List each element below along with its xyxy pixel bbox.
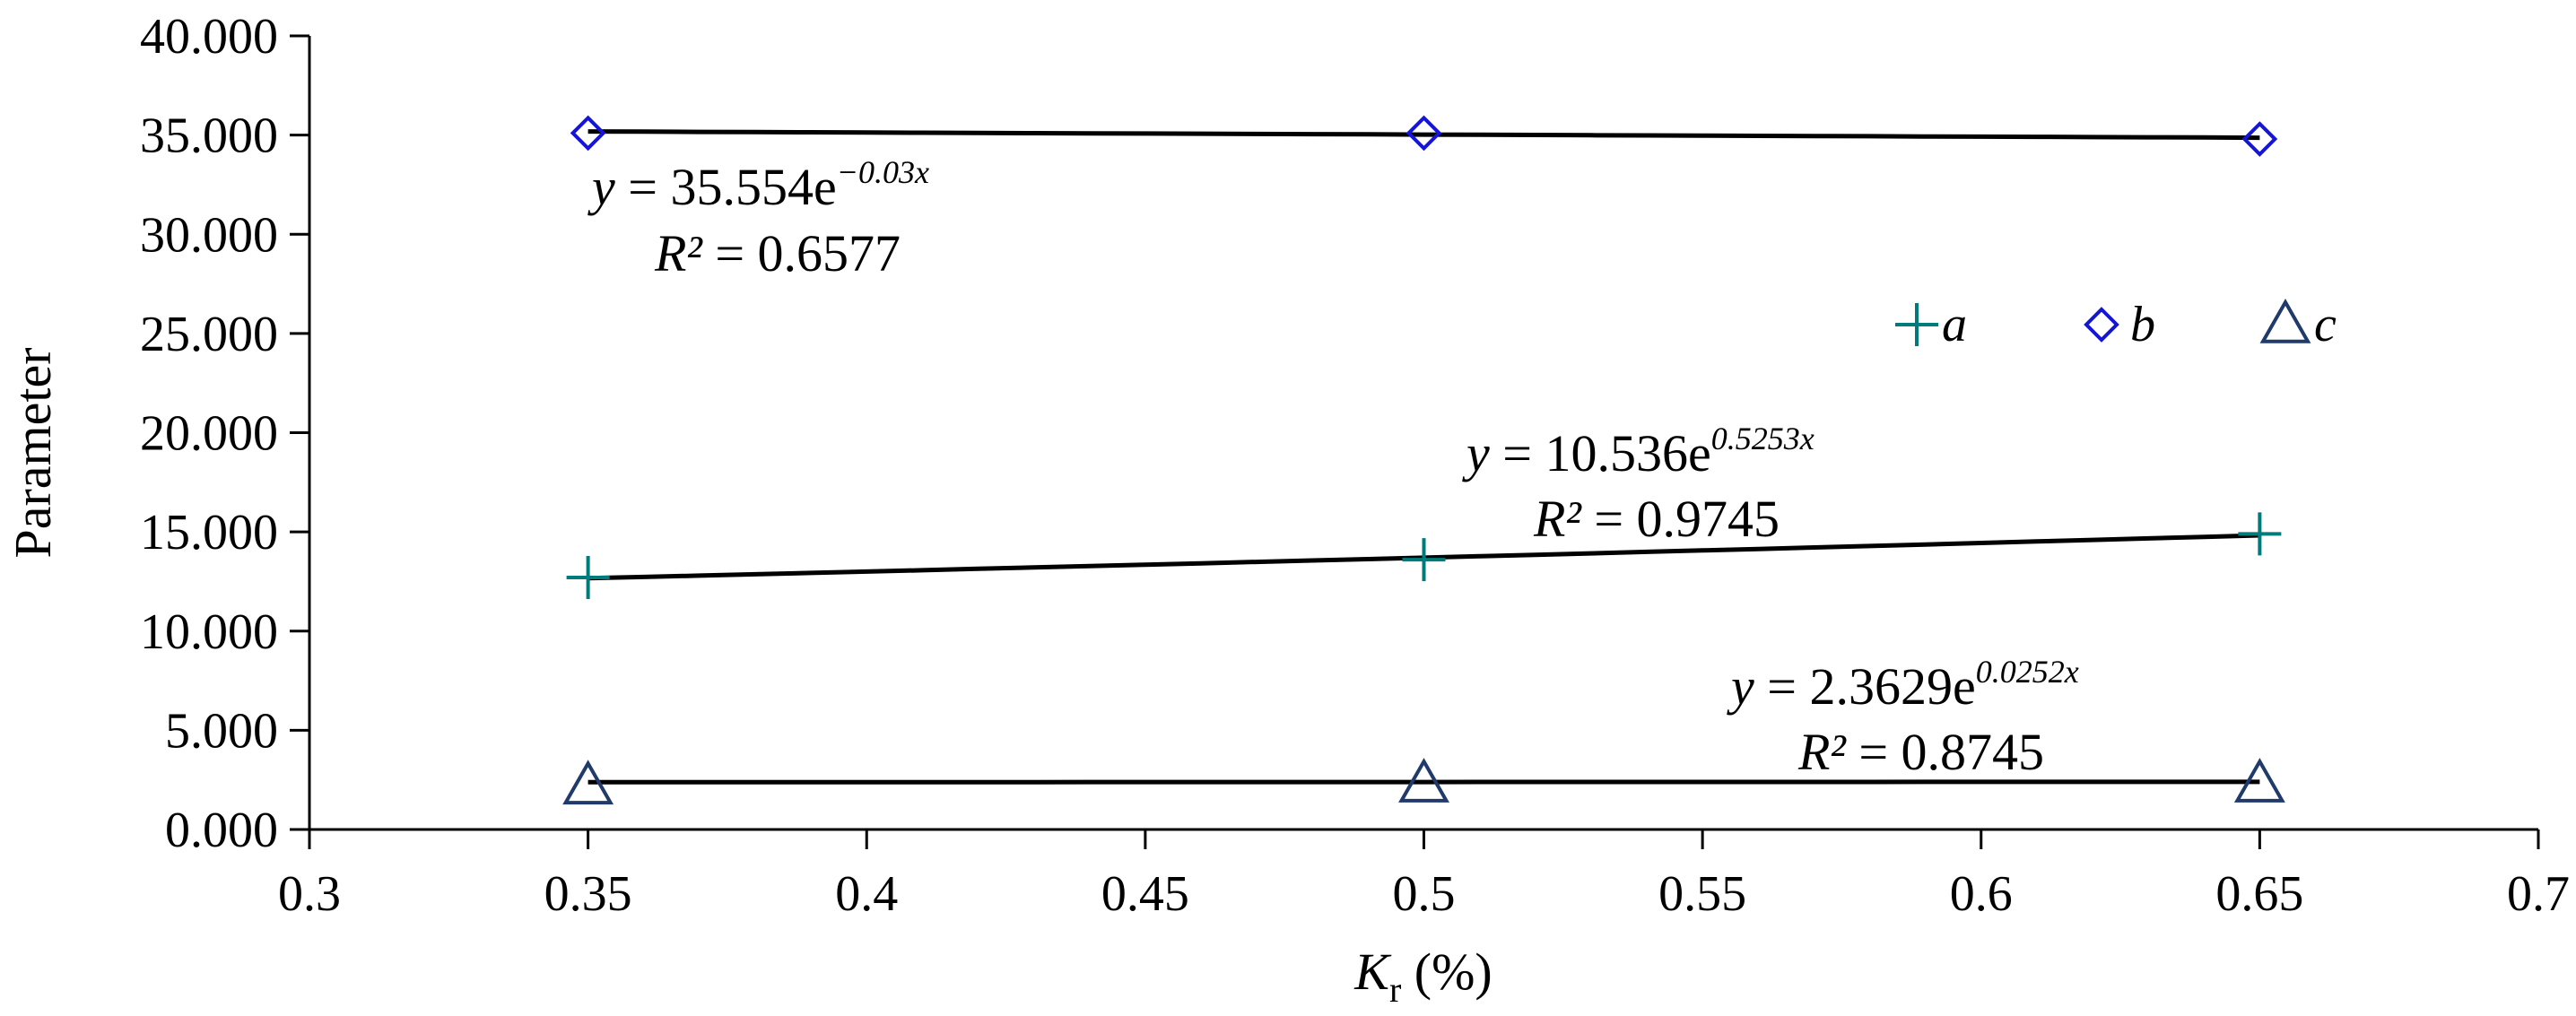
legend-item-c: c [2259, 297, 2337, 352]
equation-b-line1: y = 35.554e−0.03x [587, 154, 929, 216]
legend-label-c: c [2314, 297, 2337, 352]
equation-c-r2: = 0.8745 [1846, 723, 2044, 781]
x-axis-title: Kr (%) [1353, 942, 1492, 1010]
x-tick-label: 0.65 [2215, 866, 2303, 922]
equation-b-body: = 35.554e [615, 158, 837, 216]
point-b-2 [2241, 121, 2278, 157]
legend: a b c [1895, 297, 2337, 352]
legend-label-b: b [2130, 297, 2155, 352]
legend-marker-a [1895, 303, 1938, 346]
equation-b-r2: = 0.6577 [702, 224, 901, 282]
y-tick-label: 30.000 [140, 207, 278, 263]
y-tick-label: 25.000 [140, 307, 278, 362]
equation-a-r2-label: R² [1533, 490, 1582, 548]
x-tick-label: 0.35 [544, 866, 632, 922]
point-c-0 [562, 760, 614, 805]
y-tick-label: 35.000 [140, 109, 278, 164]
y-axis-title: Parameter [4, 347, 62, 558]
legend-marker-b [2084, 307, 2119, 343]
x-axis-title-sub: r [1389, 969, 1401, 1010]
point-c-2 [2233, 758, 2285, 803]
y-tick-label: 10.000 [140, 604, 278, 660]
equation-a-body: = 10.536e [1490, 424, 1711, 482]
x-tick-label: 0.4 [835, 866, 898, 922]
equation-a-r2: = 0.9745 [1581, 490, 1780, 548]
equation-b-r2-label: R² [654, 224, 703, 282]
equation-c: y = 2.3629e0.0252x R² = 0.8745 [1727, 654, 2079, 781]
x-axis-title-var: K [1353, 942, 1392, 1001]
x-tick-label: 0.3 [278, 866, 341, 922]
y-tick-label: 15.000 [140, 505, 278, 560]
x-tick-label: 0.55 [1658, 866, 1746, 922]
equation-c-exponent: 0.0252x [1976, 654, 2079, 690]
point-a-1 [1402, 538, 1446, 582]
x-tick-label: 0.7 [2507, 866, 2570, 922]
equation-b: y = 35.554e−0.03x R² = 0.6577 [587, 154, 929, 282]
trendline-b [587, 129, 2260, 141]
equation-a-exponent: 0.5253x [1711, 421, 1815, 456]
legend-symbol-a [1895, 303, 1938, 346]
equation-a-line2: R² = 0.9745 [1533, 490, 1780, 548]
equation-a-line1: y = 10.536e0.5253x [1462, 421, 1815, 482]
equation-b-exponent: −0.03x [837, 154, 929, 190]
equation-a: y = 10.536e0.5253x R² = 0.9745 [1462, 421, 1815, 548]
legend-symbol-c [2259, 298, 2311, 343]
axes [290, 34, 2540, 849]
y-tick-label: 0.000 [165, 803, 278, 858]
y-tick-label: 5.000 [165, 703, 278, 759]
equation-c-body: = 2.3629e [1754, 657, 1976, 716]
point-a-2 [2238, 512, 2282, 556]
equation-b-y: y [587, 158, 615, 216]
point-b-0 [570, 115, 606, 152]
equation-a-y: y [1462, 424, 1490, 482]
equation-c-r2-label: R² [1797, 723, 1847, 781]
equation-c-line2: R² = 0.8745 [1797, 723, 2044, 781]
legend-symbol-b [2084, 307, 2119, 343]
point-a-0 [566, 556, 610, 600]
tick-labels: 0.000 5.000 10.000 15.000 20.000 25.000 30.000… [140, 9, 2570, 922]
legend-marker-c [2259, 298, 2311, 343]
equation-c-line1: y = 2.3629e0.0252x [1727, 654, 2079, 716]
x-axis-title-unit: (%) [1401, 942, 1492, 1001]
y-tick-label: 20.000 [140, 406, 278, 462]
legend-item-a: a [1895, 297, 1967, 352]
legend-item-b: b [2084, 297, 2155, 352]
equation-c-y: y [1727, 657, 1754, 716]
point-b-1 [1405, 115, 1442, 152]
x-tick-label: 0.5 [1393, 866, 1456, 922]
y-tick-label: 40.000 [140, 9, 278, 65]
data-points [562, 115, 2285, 805]
x-tick-label: 0.45 [1101, 866, 1189, 922]
point-c-1 [1398, 758, 1449, 803]
equation-b-line2: R² = 0.6577 [654, 224, 901, 282]
legend-label-a: a [1942, 297, 1967, 352]
x-tick-label: 0.6 [1950, 866, 2013, 922]
